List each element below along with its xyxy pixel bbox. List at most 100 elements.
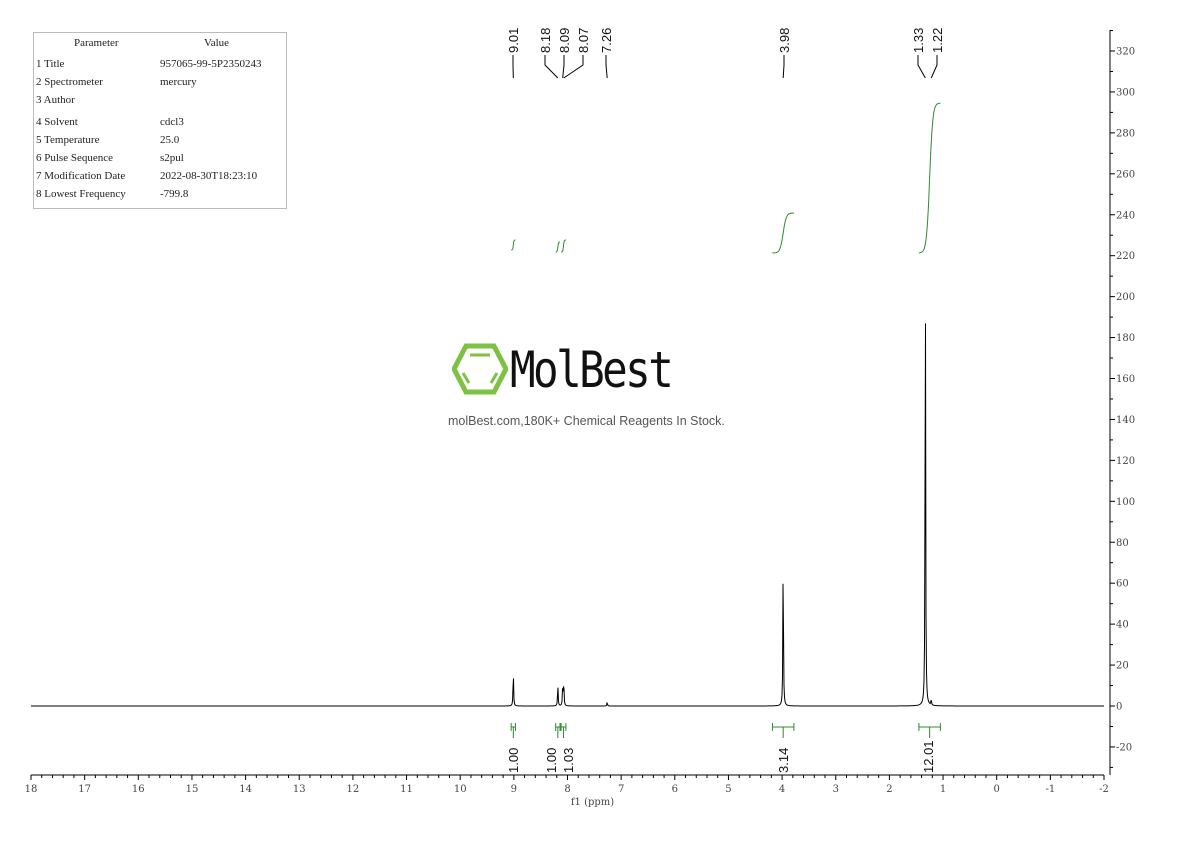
y-tick-label: 80 xyxy=(1116,538,1129,549)
y-tick-label: 40 xyxy=(1116,620,1129,631)
x-tick-label: 10 xyxy=(454,784,467,795)
peak-label-connector xyxy=(782,55,785,79)
parameter-key: 4 Solvent xyxy=(36,116,78,128)
peak-label-connector xyxy=(544,55,559,79)
x-axis-label: f1 (ppm) xyxy=(571,797,614,808)
parameter-table: Parameter Value 1 Title 957065-99-5P23502… xyxy=(33,32,287,209)
x-tick-label: 6 xyxy=(672,784,678,795)
peak-label-text: 9.01 xyxy=(506,28,521,53)
x-tick-label: 0 xyxy=(994,784,1000,795)
parameter-value: s2pul xyxy=(160,152,184,164)
y-tick-label: 240 xyxy=(1116,210,1135,221)
x-tick-label: 12 xyxy=(347,784,360,795)
y-tick-label: -20 xyxy=(1116,742,1132,753)
peak-label: 3.98 xyxy=(777,28,792,53)
integral-bracket xyxy=(918,723,941,738)
y-tick-label: 140 xyxy=(1116,415,1135,426)
integral-value: 1.00 xyxy=(544,748,559,773)
y-tick-label: 20 xyxy=(1116,661,1129,672)
y-tick-label: 60 xyxy=(1116,579,1129,590)
peak-label-connector xyxy=(605,55,608,79)
y-tick-label: 100 xyxy=(1116,497,1135,508)
peak-label-text: 8.18 xyxy=(538,28,553,53)
peak-label: 1.33 xyxy=(911,28,926,53)
watermark-tagline: molBest.com,180K+ Chemical Reagents In S… xyxy=(448,414,725,428)
y-tick-label: 180 xyxy=(1116,333,1135,344)
peak-label: 9.01 xyxy=(506,28,521,53)
peak-label: 8.18 xyxy=(538,28,553,53)
y-tick-label: 160 xyxy=(1116,374,1135,385)
x-tick-label: 15 xyxy=(186,784,199,795)
x-tick-label: 17 xyxy=(78,784,91,795)
x-tick-label: -2 xyxy=(1099,784,1109,795)
peak-label-connector xyxy=(562,55,565,79)
peak-label-text: 1.33 xyxy=(911,28,926,53)
x-tick-label: 18 xyxy=(25,784,38,795)
header-parameter: Parameter xyxy=(74,37,119,49)
molbest-logo-icon xyxy=(452,343,508,395)
peak-label-connector xyxy=(917,55,926,79)
integral-value: 1.03 xyxy=(561,748,576,773)
integral-bracket xyxy=(555,723,561,738)
integral-bracket xyxy=(771,723,795,738)
parameter-key: 6 Pulse Sequence xyxy=(36,152,113,164)
x-tick-label: 11 xyxy=(400,784,413,795)
parameter-key: 1 Title xyxy=(36,58,65,70)
y-tick-label: 320 xyxy=(1116,47,1135,58)
x-tick-label: -1 xyxy=(1045,784,1055,795)
parameter-key: 8 Lowest Frequency xyxy=(36,188,126,200)
watermark-brand: MolBest xyxy=(510,341,674,399)
parameter-value: -799.8 xyxy=(160,188,189,200)
integral-bracket xyxy=(560,723,567,738)
x-tick-label: 5 xyxy=(725,784,731,795)
x-tick-label: 13 xyxy=(293,784,306,795)
integral-curve xyxy=(918,102,941,254)
x-tick-label: 3 xyxy=(833,784,839,795)
y-tick-label: 120 xyxy=(1116,456,1135,467)
x-tick-label: 14 xyxy=(239,784,252,795)
parameter-value: mercury xyxy=(160,76,197,88)
y-tick-label: 260 xyxy=(1116,169,1135,180)
y-tick-label: 0 xyxy=(1116,702,1122,713)
peak-label-connector xyxy=(930,55,938,79)
parameter-key: 3 Author xyxy=(36,94,75,106)
peak-label: 8.07 xyxy=(576,28,591,53)
peak-label-text: 8.09 xyxy=(557,28,572,53)
peak-label-text: 1.22 xyxy=(930,28,945,53)
parameter-value: 2022-08-30T18:23:10 xyxy=(160,170,258,182)
integral-value: 12.01 xyxy=(921,740,936,773)
peak-label-text: 8.07 xyxy=(576,28,591,53)
y-tick-label: 220 xyxy=(1116,251,1135,262)
integral-curve xyxy=(555,241,560,253)
integral-curve xyxy=(511,239,516,251)
peak-label: 1.22 xyxy=(930,28,945,53)
y-tick-label: 200 xyxy=(1116,292,1135,303)
parameter-key: 7 Modification Date xyxy=(36,170,126,182)
x-tick-label: 1 xyxy=(940,784,946,795)
y-tick-label: 280 xyxy=(1116,128,1135,139)
integral-curve xyxy=(772,212,794,254)
peak-label: 7.26 xyxy=(599,28,614,53)
x-tick-label: 16 xyxy=(132,784,145,795)
integral-value: 3.14 xyxy=(776,748,791,773)
header-value: Value xyxy=(204,37,230,49)
y-tick-label: 300 xyxy=(1116,87,1135,98)
x-tick-label: 7 xyxy=(618,784,624,795)
spectrum-line xyxy=(31,323,1104,707)
peak-label: 8.09 xyxy=(557,28,572,53)
integral-value: 1.00 xyxy=(506,748,521,773)
peak-label-text: 7.26 xyxy=(599,28,614,53)
parameter-value: 25.0 xyxy=(160,134,180,146)
x-tick-label: 8 xyxy=(564,784,570,795)
parameter-value: cdcl3 xyxy=(160,116,184,128)
parameter-key: 5 Temperature xyxy=(36,134,100,146)
x-tick-label: 2 xyxy=(886,784,892,795)
peak-label-text: 3.98 xyxy=(777,28,792,53)
parameter-key: 2 Spectrometer xyxy=(36,76,103,88)
integral-bracket xyxy=(510,723,516,738)
peak-label-connector xyxy=(563,55,584,79)
integral-curve xyxy=(561,239,566,253)
x-tick-label: 4 xyxy=(779,784,785,795)
